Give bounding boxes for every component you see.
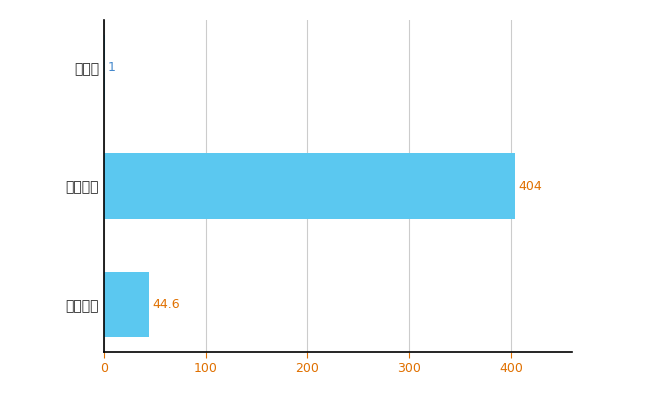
Text: 1: 1	[108, 61, 116, 74]
Text: 404: 404	[518, 180, 542, 192]
Text: 44.6: 44.6	[153, 298, 180, 311]
Bar	[104, 272, 150, 337]
Bar	[104, 35, 105, 100]
Bar	[104, 154, 515, 218]
